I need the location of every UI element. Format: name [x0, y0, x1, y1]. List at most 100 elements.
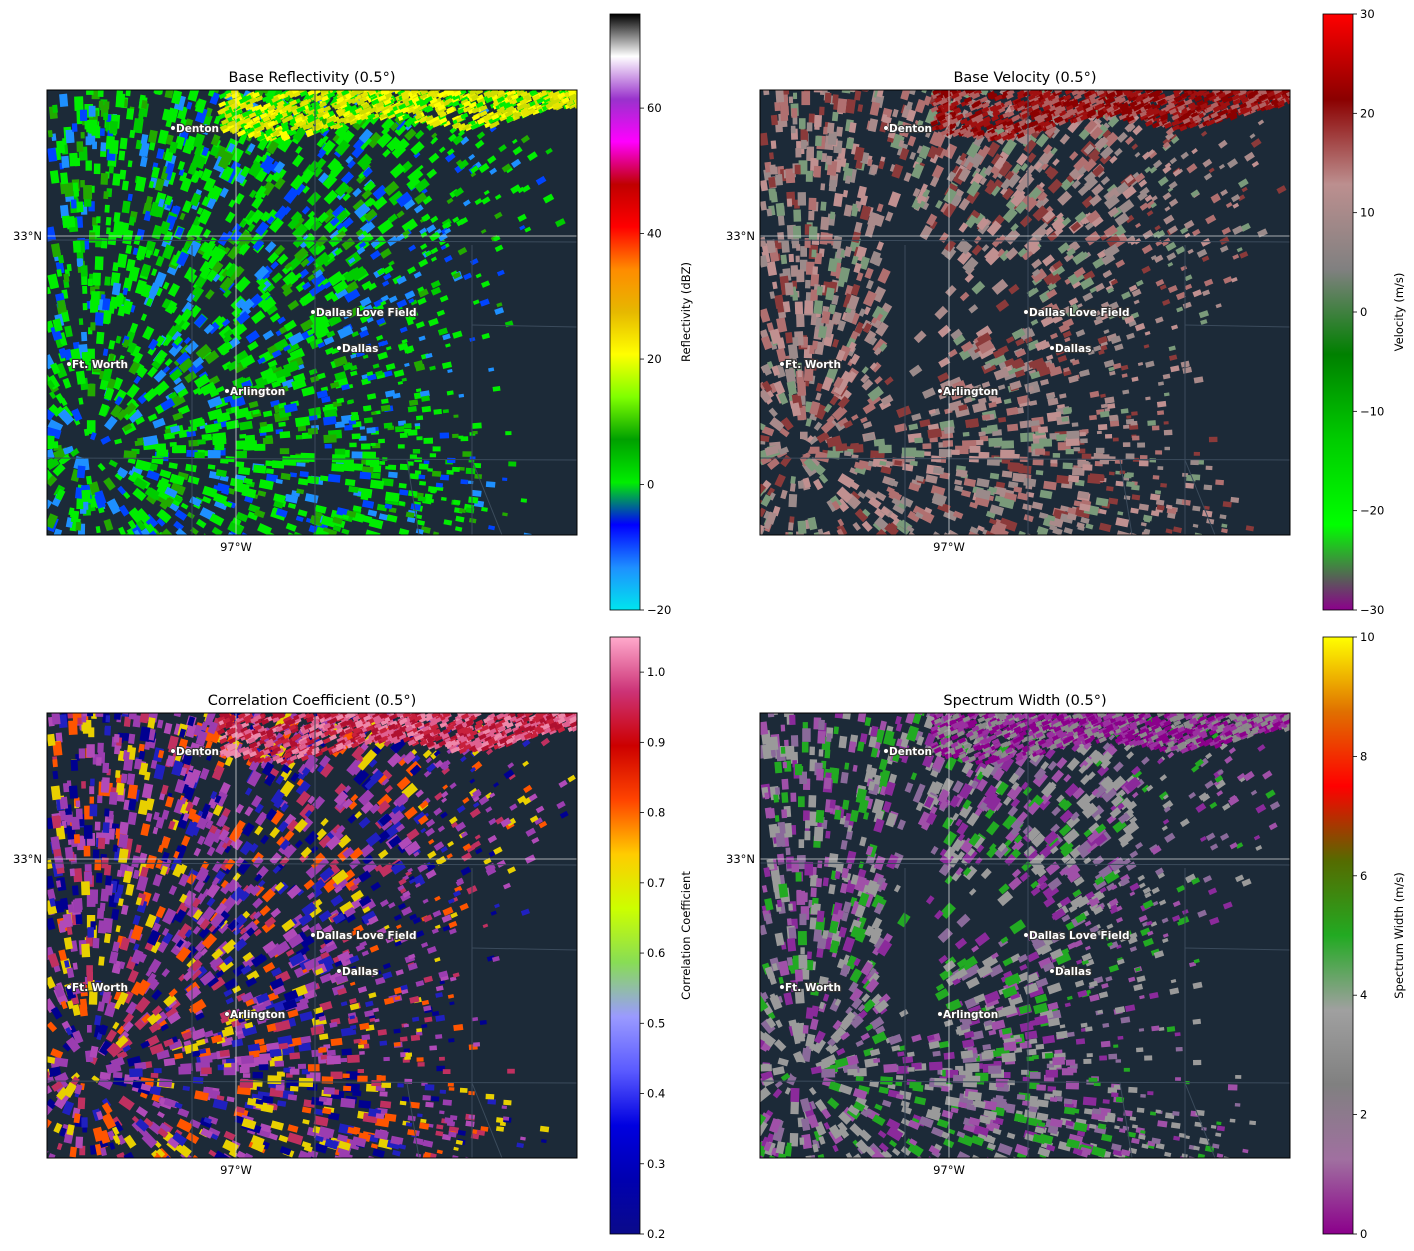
city-dallas: Dallas — [1049, 342, 1092, 356]
city-label: Arlington — [230, 386, 285, 398]
radar-site-marker — [790, 439, 810, 455]
city-label: Ft. Worth — [72, 359, 128, 371]
radar-echoes — [47, 90, 577, 535]
radar-map: Denton Dallas Love Field Dallas Ft. Worth Ar… — [760, 90, 1290, 535]
colorbar-tick-label: 10 — [1360, 630, 1375, 644]
longitude-label: 97°W — [933, 1163, 965, 1177]
colorbar: −20 0 20 40 60 Reflectivity (dBZ) — [609, 13, 693, 617]
colorbar-tick-label: 0.2 — [647, 1227, 665, 1241]
city-label: Denton — [176, 123, 219, 135]
city-dallas: Dallas — [336, 342, 379, 356]
city-label: Arlington — [230, 1009, 285, 1021]
panel-title: Spectrum Width (0.5°) — [943, 693, 1106, 709]
city-label: Dallas Love Field — [1029, 307, 1130, 319]
map-frame — [46, 89, 578, 536]
colorbar-tick-label: 0.8 — [647, 806, 665, 820]
city-denton: Denton — [170, 745, 220, 759]
city-dallas: Dallas — [1049, 965, 1092, 979]
city-label: Denton — [176, 746, 219, 758]
city-marker — [1049, 345, 1055, 351]
city-label: Ft. Worth — [785, 359, 841, 371]
colorbar-tick-label: 6 — [1360, 869, 1367, 883]
city-marker — [1023, 309, 1029, 315]
colorbar: −30 −20 −10 0 10 20 30 Velocity (m/s) — [1322, 7, 1406, 617]
city-ft-worth: Ft. Worth — [66, 981, 129, 995]
city-marker — [937, 388, 943, 394]
city-arlington: Arlington — [937, 385, 999, 399]
city-label: Dallas — [342, 966, 378, 978]
colorbar-tick-label: 0.7 — [647, 876, 665, 890]
longitude-label: 97°W — [220, 1163, 252, 1177]
city-marker — [937, 1011, 943, 1017]
radar-echoes — [760, 713, 1290, 1158]
colorbar-tick-label: 0 — [1360, 305, 1367, 319]
panel-reflectivity: Base Reflectivity (0.5°) Denton Dallas Lov… — [13, 13, 693, 617]
city-label: Ft. Worth — [785, 982, 841, 994]
longitude-label: 97°W — [220, 540, 252, 554]
city-label: Ft. Worth — [72, 982, 128, 994]
city-label: Arlington — [943, 386, 998, 398]
longitude-label: 97°W — [933, 540, 965, 554]
city-arlington: Arlington — [937, 1008, 999, 1022]
map-frame — [759, 89, 1291, 536]
city-dallas-love-field: Dallas Love Field — [1023, 929, 1131, 943]
city-denton: Denton — [883, 122, 933, 136]
city-dallas: Dallas — [336, 965, 379, 979]
city-marker — [336, 968, 342, 974]
city-marker — [224, 388, 230, 394]
latitude-label: 33°N — [726, 852, 755, 866]
colorbar-tick-label: 40 — [647, 227, 662, 241]
city-marker — [883, 748, 889, 754]
map-frame — [759, 712, 1291, 1159]
colorbar-tick-label: −10 — [1360, 404, 1384, 418]
city-label: Denton — [889, 123, 932, 135]
city-label: Dallas Love Field — [316, 307, 417, 319]
colorbar-gradient — [1322, 13, 1354, 611]
city-marker — [310, 932, 316, 938]
latitude-label: 33°N — [13, 852, 42, 866]
county-boundaries — [760, 90, 1290, 535]
city-marker — [66, 361, 72, 367]
colorbar-tick-label: 20 — [1360, 106, 1375, 120]
panel-title: Base Velocity (0.5°) — [953, 70, 1096, 86]
city-marker — [779, 361, 785, 367]
county-boundaries — [47, 713, 577, 1158]
panel-title: Base Reflectivity (0.5°) — [228, 70, 395, 86]
city-label: Dallas Love Field — [316, 930, 417, 942]
city-marker — [336, 345, 342, 351]
colorbar-tick-label: 8 — [1360, 749, 1367, 763]
city-marker — [66, 984, 72, 990]
city-marker — [883, 125, 889, 131]
city-label: Dallas — [1055, 966, 1091, 978]
city-marker — [779, 984, 785, 990]
colorbar-tick-label: 4 — [1360, 988, 1367, 1002]
city-label: Dallas — [342, 343, 378, 355]
city-marker — [170, 125, 176, 131]
radar-map: Denton Dallas Love Field Dallas Ft. Worth Ar… — [47, 713, 577, 1158]
radar-map: Denton Dallas Love Field Dallas Ft. Worth Ar… — [47, 90, 577, 535]
city-ft-worth: Ft. Worth — [779, 358, 842, 372]
colorbar-tick-label: 60 — [647, 101, 662, 115]
city-marker — [310, 309, 316, 315]
city-label: Arlington — [943, 1009, 998, 1021]
radar-site-marker — [77, 1062, 97, 1078]
colorbar-tick-label: 0 — [647, 478, 654, 492]
colorbar-label: Correlation Coefficient — [679, 871, 693, 1000]
city-label: Denton — [889, 746, 932, 758]
city-dallas-love-field: Dallas Love Field — [310, 306, 418, 320]
colorbar-tick-label: 0.9 — [647, 735, 665, 749]
colorbar-tick-label: 0.6 — [647, 946, 665, 960]
city-denton: Denton — [170, 122, 220, 136]
colorbar-tick-label: −20 — [647, 603, 671, 617]
panel-spectrum-width: Spectrum Width (0.5°) Denton Dallas Love F… — [726, 630, 1406, 1241]
city-dallas-love-field: Dallas Love Field — [1023, 306, 1131, 320]
colorbar-tick-label: 20 — [647, 352, 662, 366]
colorbar-label: Spectrum Width (m/s) — [1392, 872, 1406, 999]
radar-site-marker — [77, 439, 97, 455]
colorbar-tick-label: 0.3 — [647, 1157, 665, 1171]
colorbar-tick-label: 30 — [1360, 7, 1375, 21]
city-arlington: Arlington — [224, 1008, 286, 1022]
colorbar-tick-label: 2 — [1360, 1108, 1367, 1122]
map-frame — [46, 712, 578, 1159]
